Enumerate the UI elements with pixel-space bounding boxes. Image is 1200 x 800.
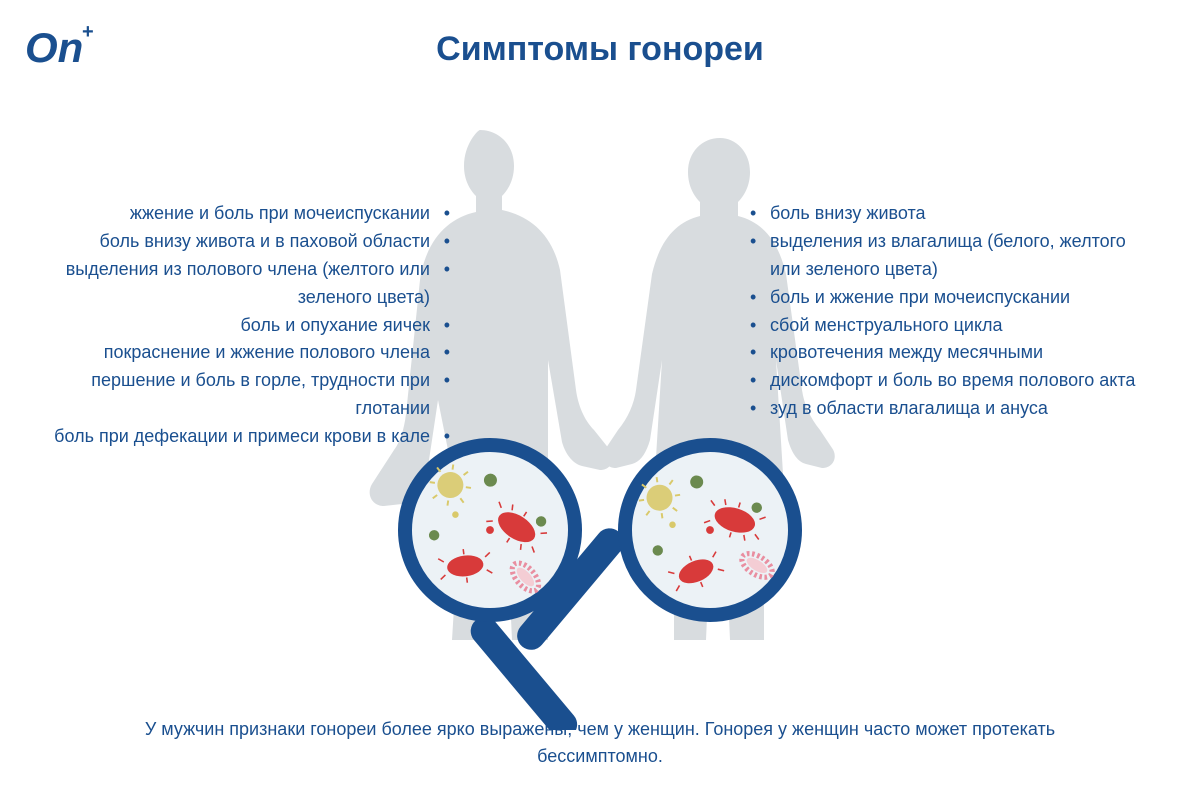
symptom-item: кровотечения между месячными — [750, 339, 1160, 367]
symptom-item: дискомфорт и боль во время полового акта — [750, 367, 1160, 395]
page-title: Симптомы гонореи — [0, 30, 1200, 69]
symptom-item: выделения из полового члена (желтого или… — [40, 256, 450, 312]
magnifier-illustrations — [340, 430, 860, 730]
symptom-item: сбой менструального цикла — [750, 312, 1160, 340]
symptom-columns: жжение и боль при мочеиспусканииболь вни… — [40, 200, 1160, 451]
symptom-item: покраснение и жжение полового члена — [40, 339, 450, 367]
female-symptoms-column: боль внизу животавыделения из влагалища … — [750, 200, 1160, 451]
symptom-item: першение и боль в горле, трудности при г… — [40, 367, 450, 423]
symptom-item: жжение и боль при мочеиспускании — [40, 200, 450, 228]
symptom-item: боль и жжение при мочеиспускании — [750, 284, 1160, 312]
symptom-item: боль и опухание яичек — [40, 312, 450, 340]
symptom-item: зуд в области влагалища и ануса — [750, 395, 1160, 423]
symptom-item: боль внизу живота и в паховой области — [40, 228, 450, 256]
symptom-item: боль внизу живота — [750, 200, 1160, 228]
symptom-item: выделения из влагалища (белого, желтого … — [750, 228, 1160, 284]
male-symptoms-column: жжение и боль при мочеиспусканииболь вни… — [40, 200, 450, 451]
